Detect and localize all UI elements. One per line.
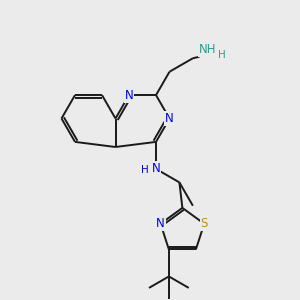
Text: N: N	[156, 217, 165, 230]
Text: H: H	[141, 165, 148, 176]
Text: S: S	[200, 217, 208, 230]
Text: N: N	[165, 112, 174, 125]
Text: NH: NH	[199, 43, 216, 56]
Text: H: H	[218, 50, 226, 60]
Text: N: N	[124, 88, 134, 102]
Text: N: N	[152, 162, 160, 176]
